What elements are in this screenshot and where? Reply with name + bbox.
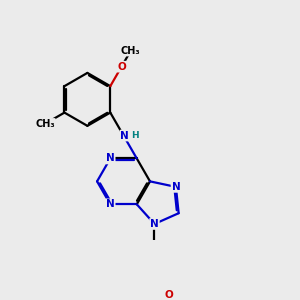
Text: O: O: [165, 290, 173, 300]
Text: CH₃: CH₃: [121, 46, 141, 56]
Text: CH₃: CH₃: [35, 119, 55, 129]
Text: H: H: [131, 131, 139, 140]
Text: N: N: [106, 154, 115, 164]
Text: N: N: [150, 219, 159, 229]
Text: N: N: [106, 199, 115, 209]
Text: N: N: [121, 130, 129, 140]
Text: O: O: [117, 62, 126, 72]
Text: N: N: [172, 182, 180, 192]
